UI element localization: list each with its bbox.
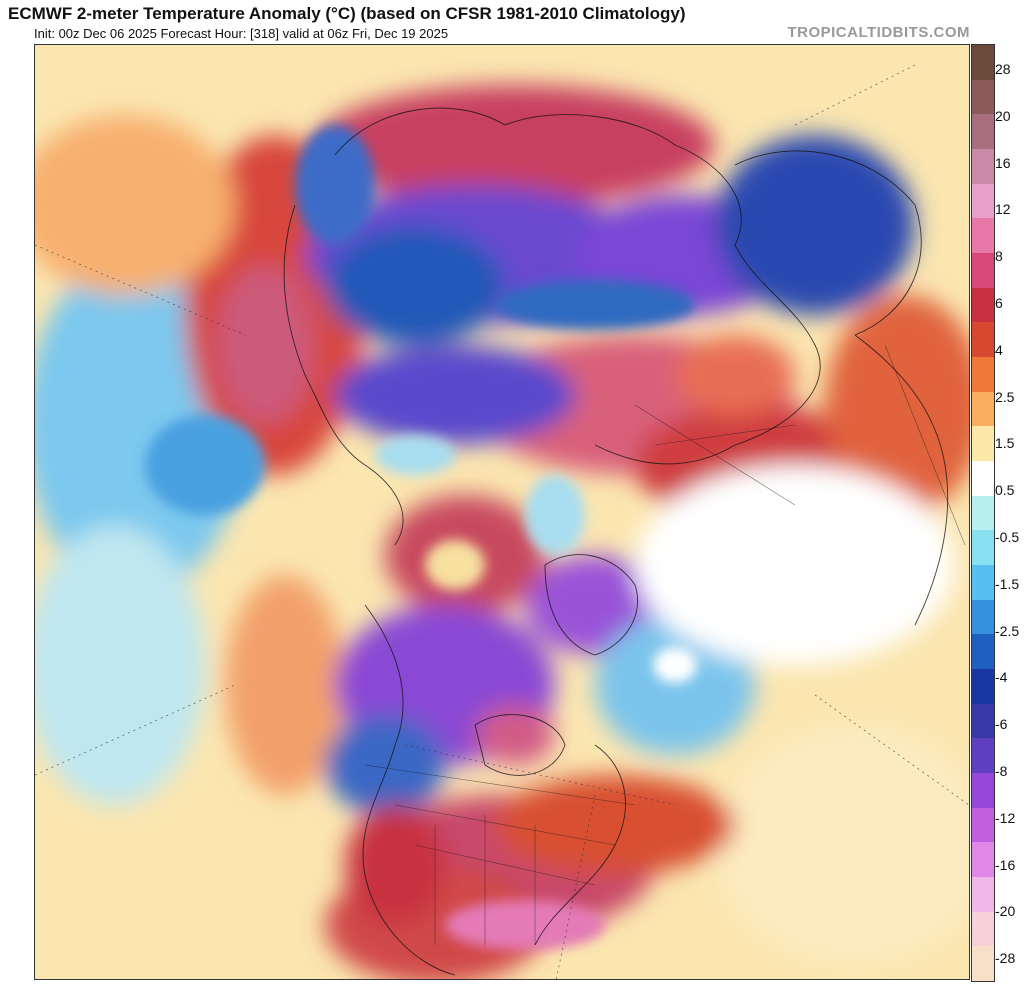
anomaly-map bbox=[34, 44, 970, 980]
graticule bbox=[35, 64, 969, 979]
colorbar-tick-label: -6 bbox=[995, 716, 1008, 733]
colorbar-segment bbox=[972, 357, 994, 393]
colorbar-segment bbox=[972, 877, 994, 913]
colorbar-segment bbox=[972, 599, 994, 635]
colorbar-tick-label: 28 bbox=[995, 61, 1011, 77]
colorbar-tick-label: -0.5 bbox=[995, 529, 1020, 545]
colorbar-tick-label: -16 bbox=[995, 856, 1016, 873]
colorbar-segment bbox=[972, 114, 994, 150]
colorbar-segment bbox=[972, 391, 994, 427]
anomaly-field-background bbox=[35, 85, 969, 979]
colorbar-segment bbox=[972, 842, 994, 878]
colorbar-tick-label: 8 bbox=[995, 248, 1003, 265]
colorbar-tick-label: -28 bbox=[995, 950, 1016, 967]
colorbar-segment bbox=[972, 149, 994, 185]
colorbar-segment bbox=[972, 634, 994, 670]
colorbar-segment bbox=[972, 495, 994, 531]
colorbar-tick-label: 12 bbox=[995, 201, 1011, 218]
colorbar-tick-label: -1.5 bbox=[995, 575, 1020, 592]
colorbar-segment bbox=[972, 461, 994, 497]
colorbar-segment bbox=[972, 218, 994, 254]
colorbar-tick-label: -8 bbox=[995, 763, 1008, 779]
map-canvas bbox=[35, 45, 969, 979]
colorbar-tick-label: 20 bbox=[995, 107, 1011, 124]
colorbar-segment bbox=[972, 322, 994, 358]
map-title: ECMWF 2-meter Temperature Anomaly (°C) (… bbox=[8, 4, 686, 23]
colorbar-tick-label: 16 bbox=[995, 154, 1011, 171]
colorbar bbox=[971, 44, 995, 982]
colorbar-tick-label: 0.5 bbox=[995, 482, 1015, 499]
political-borders bbox=[364, 344, 966, 945]
colorbar-segment bbox=[972, 530, 994, 566]
forecast-info: Init: 00z Dec 06 2025 Forecast Hour: [31… bbox=[34, 26, 449, 41]
colorbar-tick-label: 1.5 bbox=[995, 435, 1015, 452]
colorbar-segment bbox=[972, 669, 994, 705]
colorbar-segment bbox=[972, 253, 994, 289]
colorbar-segment bbox=[972, 426, 994, 462]
colorbar-tick-label: -2.5 bbox=[995, 622, 1020, 639]
colorbar-segment bbox=[972, 703, 994, 739]
colorbar-tick-label: -12 bbox=[995, 809, 1016, 826]
colorbar-tick-label: 6 bbox=[995, 295, 1003, 311]
colorbar-segment bbox=[972, 807, 994, 843]
colorbar-tick-label: -4 bbox=[995, 669, 1008, 686]
colorbar-tick-label: -20 bbox=[995, 903, 1016, 920]
colorbar-segment bbox=[972, 946, 994, 982]
colorbar-tick-label: 4 bbox=[995, 341, 1003, 358]
colorbar-segment bbox=[972, 773, 994, 809]
colorbar-segment bbox=[972, 911, 994, 947]
colorbar-segment bbox=[972, 565, 994, 601]
colorbar-tick-label: 2.5 bbox=[995, 388, 1015, 405]
site-brand: TROPICALTIDBITS.COM bbox=[787, 24, 970, 41]
colorbar-segment bbox=[972, 287, 994, 323]
colorbar-segment bbox=[972, 738, 994, 774]
colorbar-segment bbox=[972, 183, 994, 219]
coastlines bbox=[283, 107, 949, 976]
colorbar-segment bbox=[972, 45, 994, 81]
colorbar-segment bbox=[972, 79, 994, 115]
